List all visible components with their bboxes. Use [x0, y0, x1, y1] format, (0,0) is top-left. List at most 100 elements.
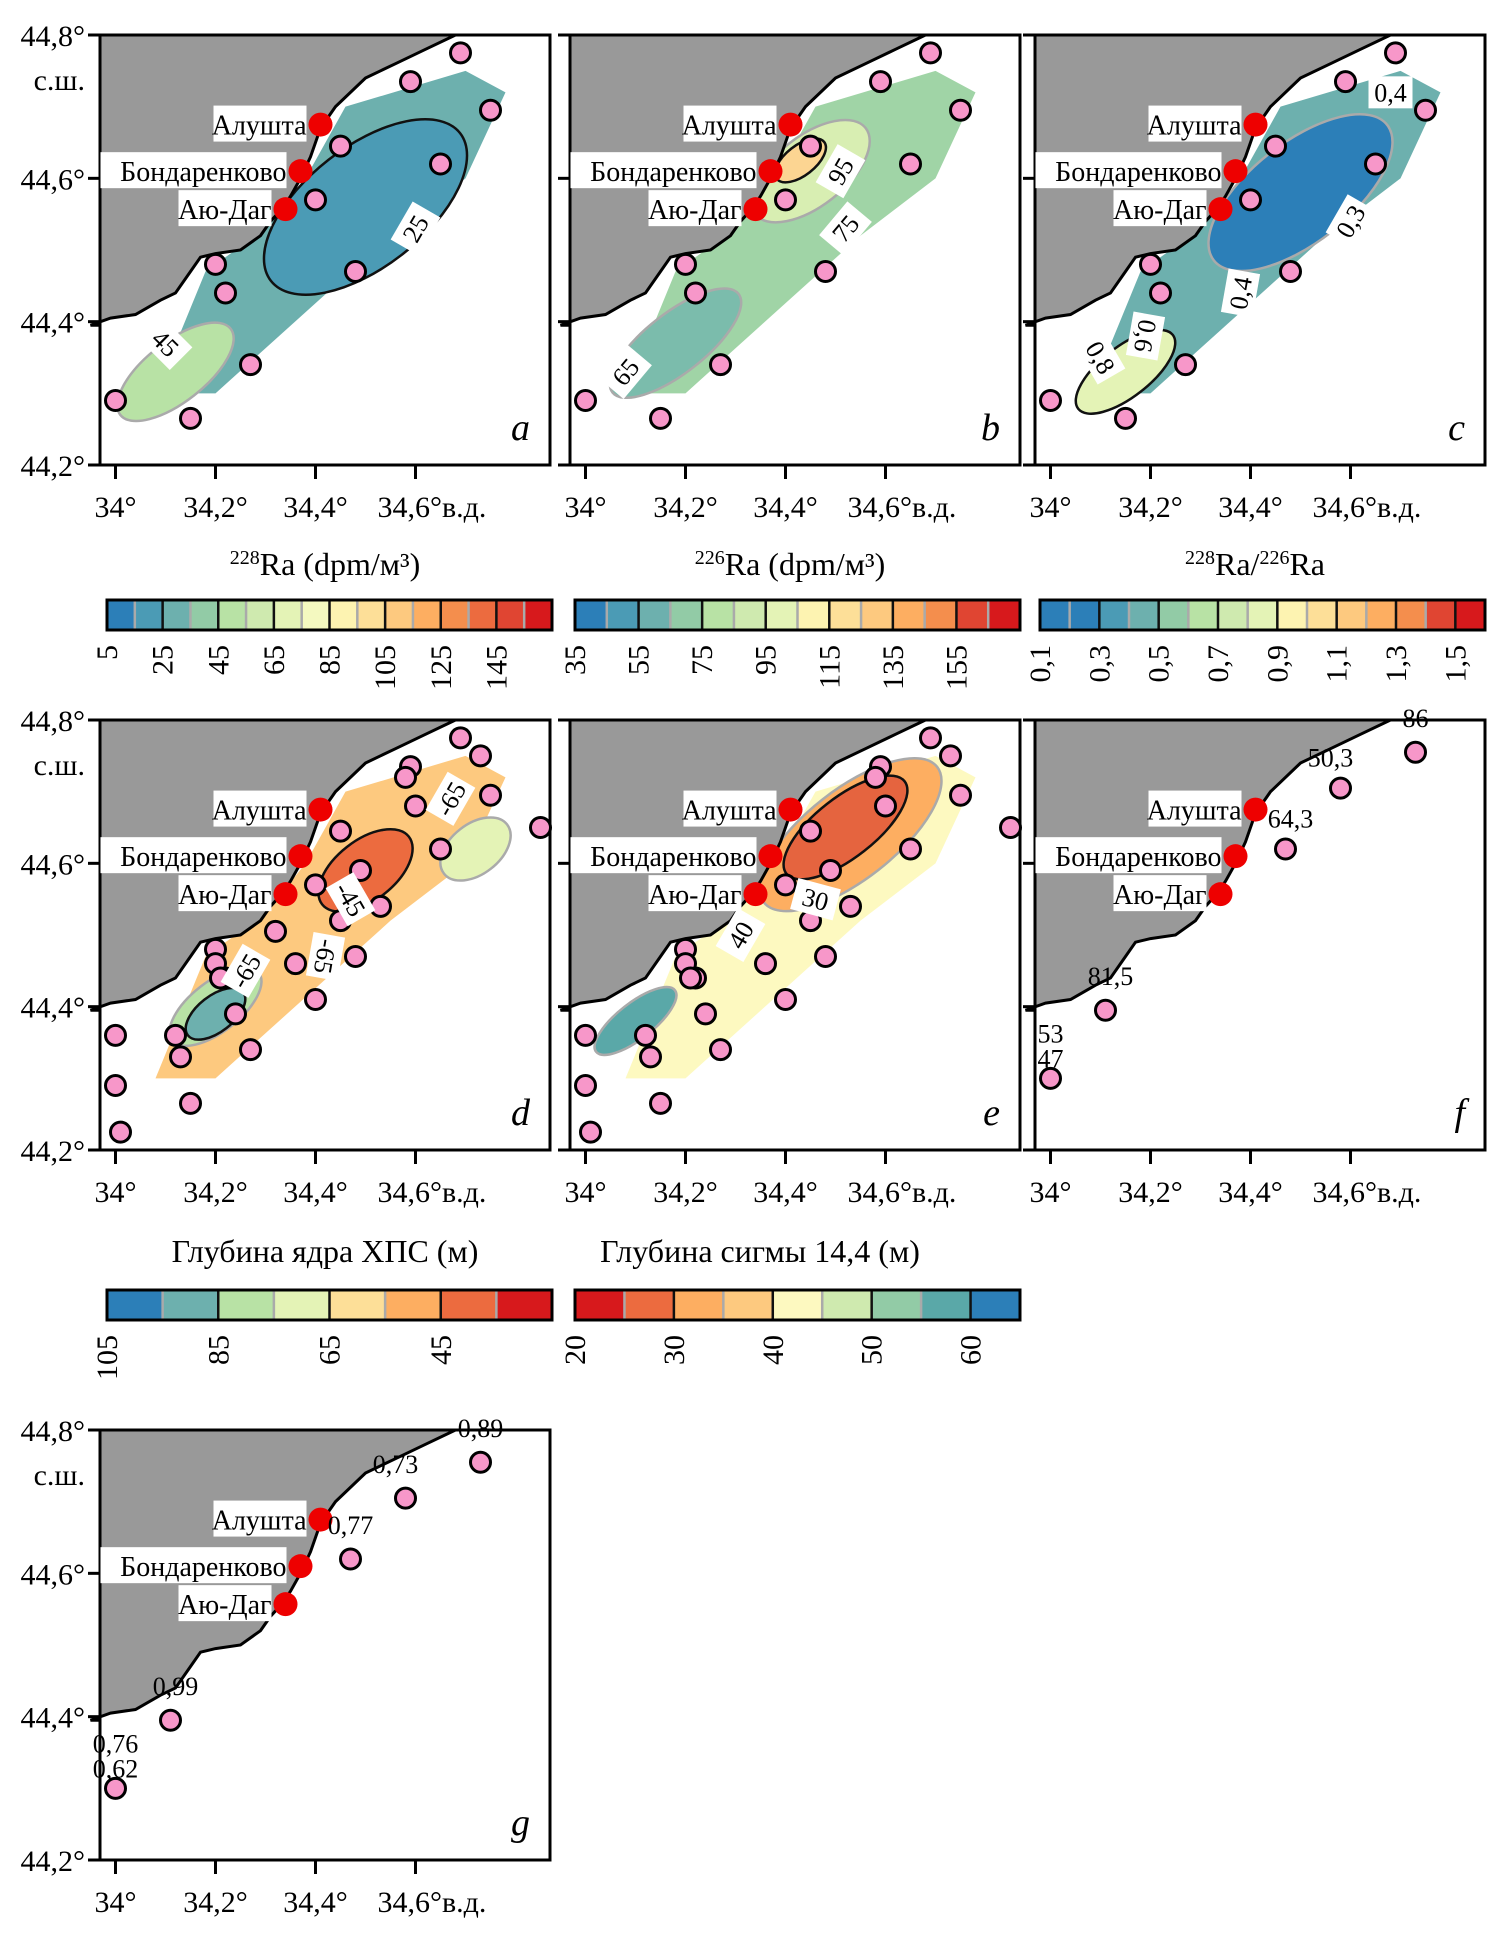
lat-tick-label: 44,6°: [21, 1558, 86, 1591]
x-axis-title-c: 228Ra/226Ra: [1185, 546, 1325, 582]
town-label-bg: [100, 837, 287, 874]
station-marker: [1264, 134, 1287, 158]
axis-label-part: Глубина сигмы 14,4 (м): [600, 1233, 920, 1269]
lat-tick-label: 44,6°: [21, 163, 86, 196]
station-marker: [339, 1547, 362, 1571]
station-marker: [819, 859, 842, 882]
lon-tick-label: 34,6°в.д.: [848, 1176, 957, 1209]
contour-label-bg: [1325, 194, 1376, 249]
station-marker: [104, 389, 127, 412]
colorbar-swatch: [892, 600, 925, 630]
station-marker: [304, 873, 327, 897]
panel-frame: [98, 33, 552, 467]
colorbar-swatch: [575, 1290, 625, 1320]
lat-tick-label: 44,6°: [21, 848, 86, 881]
town-label: Аю-Даг: [1113, 195, 1206, 226]
colorbar-swatch: [329, 1290, 386, 1320]
lon-tick-label: 34,4°: [283, 1176, 348, 1209]
station-marker: [814, 945, 837, 968]
lat-tick-label: 44,4°: [21, 992, 86, 1025]
colorbar-swatch: [723, 1290, 773, 1320]
station-marker: [1039, 1066, 1062, 1090]
town-marker: [758, 159, 783, 184]
x-axis-title-e: Глубина сигмы 14,4 (м): [600, 1233, 920, 1269]
station-marker: [1414, 98, 1437, 122]
station-marker: [304, 188, 327, 212]
station-value-label: 0,99: [153, 1672, 199, 1701]
lon-tick-label: 34,2°: [1118, 491, 1183, 524]
lat-tick-label: 44,8°: [21, 1415, 86, 1448]
station-value-label: 0,76: [93, 1730, 139, 1759]
colorbar-frame: [105, 598, 554, 632]
station-marker: [344, 260, 367, 283]
station-marker: [799, 819, 822, 843]
town-label-bg: [1148, 105, 1242, 142]
town-marker: [778, 797, 803, 822]
colorbar-swatch: [1277, 600, 1307, 630]
town-label: Алушта: [682, 796, 777, 827]
station-marker: [449, 41, 472, 65]
town-label: Аю-Даг: [178, 195, 271, 226]
colorbar-swatch: [733, 600, 766, 630]
panel-frame: [568, 718, 1022, 1152]
colorbar-swatch: [822, 1290, 872, 1320]
town-label-bg: [1035, 837, 1222, 874]
station-marker: [574, 389, 597, 412]
town-label-bg: [213, 790, 307, 827]
station-marker: [429, 837, 452, 861]
colorbar-swatch: [1218, 600, 1248, 630]
lat-tick-label: 44,8°: [21, 20, 86, 53]
colorbar-swatch: [1129, 600, 1159, 630]
town-label: Аю-Даг: [648, 880, 741, 911]
colorbar-swatch: [1307, 600, 1337, 630]
station-marker: [429, 152, 452, 176]
colorbar-tick-label: 115: [813, 645, 846, 689]
colorbar-swatch: [575, 600, 607, 630]
lat-unit-label: с.ш.: [34, 749, 85, 782]
contour-label-bg: [425, 771, 476, 826]
town-label-bg: [683, 105, 777, 142]
lon-tick-label: 34,4°: [753, 1176, 818, 1209]
station-marker: [864, 765, 887, 789]
town-label-bg: [213, 1500, 307, 1537]
station-marker: [469, 1450, 492, 1474]
station-marker: [899, 837, 922, 861]
station-marker: [1149, 281, 1172, 305]
colorbar-tick-label: 0,7: [1202, 645, 1235, 683]
colorbar-tick-label: 155: [940, 645, 973, 690]
station-marker: [449, 726, 472, 750]
lon-tick-label: 34°: [95, 491, 137, 524]
station-marker: [694, 1002, 717, 1026]
station-value-label: 86: [1403, 704, 1429, 733]
panel-letter: e: [983, 1092, 1000, 1134]
station-value-label: 81,5: [1088, 962, 1134, 991]
station-marker: [1139, 252, 1162, 276]
station-marker: [1039, 389, 1062, 412]
lon-tick-label: 34,4°: [283, 491, 348, 524]
town-marker: [308, 1507, 333, 1532]
station-marker: [179, 1091, 202, 1115]
contour-region: [262, 118, 469, 296]
lon-tick-label: 34,2°: [1118, 1176, 1183, 1209]
axis-label-part: Ra (dpm/м³): [725, 546, 885, 582]
town-marker: [1208, 882, 1233, 907]
station-value-label: 0,89: [458, 1414, 504, 1443]
station-marker: [1334, 70, 1357, 94]
colorbar-swatch: [1099, 600, 1129, 630]
lon-tick-label: 34,4°: [753, 491, 818, 524]
town-marker: [1223, 844, 1248, 869]
contour-label-bg: [1125, 311, 1166, 361]
colorbar-tick-label: 55: [623, 645, 656, 675]
colorbar-swatch: [107, 600, 135, 630]
station-marker: [394, 765, 417, 789]
x-axis-title-b: 226Ra (dpm/м³): [695, 546, 885, 582]
lat-tick-label: 44,4°: [21, 1702, 86, 1735]
station-marker: [264, 919, 287, 943]
contour-label-bg: [1075, 330, 1126, 385]
lon-tick-label: 34,6°в.д.: [378, 1176, 487, 1209]
town-label-bg: [178, 190, 272, 227]
town-marker: [273, 197, 298, 222]
colorbar-swatch: [638, 600, 671, 630]
colorbar-swatch: [385, 600, 413, 630]
station-marker: [674, 252, 697, 276]
